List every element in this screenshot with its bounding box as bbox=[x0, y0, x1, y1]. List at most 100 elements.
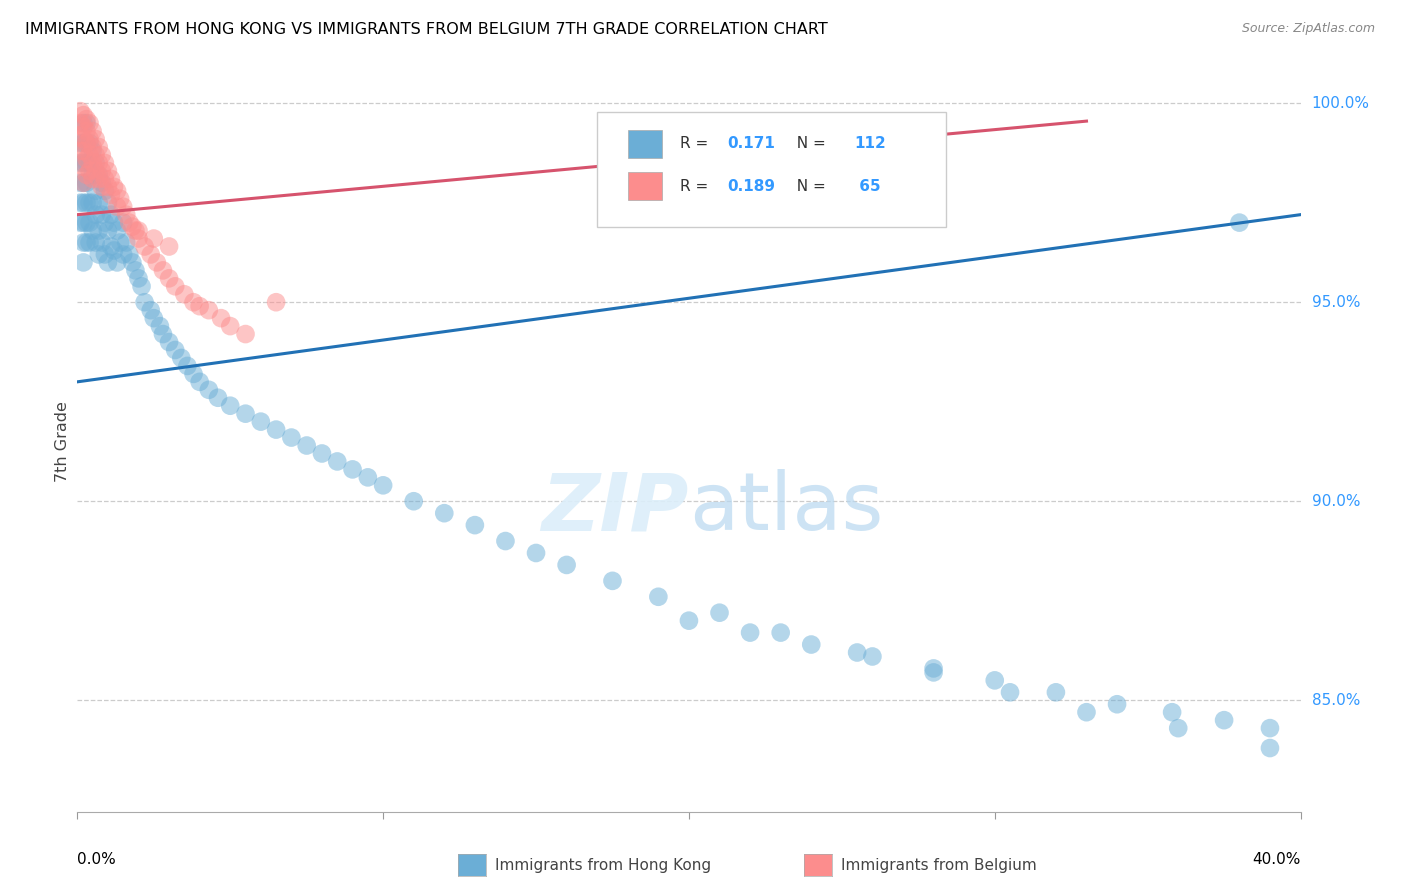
Point bbox=[76, 116, 98, 130]
Point bbox=[72, 195, 94, 210]
Point bbox=[402, 494, 425, 508]
Text: 0.189: 0.189 bbox=[727, 178, 775, 194]
Point bbox=[72, 132, 94, 146]
Point bbox=[79, 216, 101, 230]
Point bbox=[72, 216, 94, 230]
Point bbox=[97, 179, 120, 194]
Point bbox=[69, 176, 91, 190]
Point bbox=[82, 171, 104, 186]
Point bbox=[108, 192, 131, 206]
Point bbox=[72, 235, 94, 250]
Point bbox=[79, 156, 101, 170]
Text: 85.0%: 85.0% bbox=[1312, 693, 1360, 707]
Point bbox=[82, 195, 104, 210]
Point bbox=[165, 279, 187, 293]
Point bbox=[998, 685, 1021, 699]
Point bbox=[127, 223, 149, 237]
Point bbox=[1076, 705, 1098, 719]
Point bbox=[69, 116, 91, 130]
Y-axis label: 7th Grade: 7th Grade bbox=[55, 401, 70, 482]
Point bbox=[165, 343, 187, 357]
Point bbox=[76, 235, 98, 250]
Text: R =: R = bbox=[681, 136, 713, 152]
Point bbox=[709, 606, 731, 620]
Point bbox=[76, 156, 98, 170]
Point bbox=[76, 112, 98, 127]
Point bbox=[121, 219, 143, 234]
Point bbox=[183, 295, 205, 310]
Point bbox=[72, 116, 94, 130]
Point bbox=[188, 299, 211, 313]
Point bbox=[94, 171, 117, 186]
Text: 90.0%: 90.0% bbox=[1312, 494, 1360, 508]
Point bbox=[264, 423, 287, 437]
Point bbox=[79, 164, 101, 178]
Point bbox=[72, 136, 94, 150]
Point bbox=[76, 176, 98, 190]
Point bbox=[69, 144, 91, 158]
Point bbox=[740, 625, 762, 640]
Point bbox=[79, 132, 101, 146]
Point bbox=[84, 235, 107, 250]
Text: IMMIGRANTS FROM HONG KONG VS IMMIGRANTS FROM BELGIUM 7TH GRADE CORRELATION CHART: IMMIGRANTS FROM HONG KONG VS IMMIGRANTS … bbox=[25, 22, 828, 37]
Text: R =: R = bbox=[681, 178, 713, 194]
Point bbox=[72, 144, 94, 158]
Point bbox=[1107, 698, 1129, 712]
Point bbox=[115, 208, 138, 222]
Point bbox=[82, 140, 104, 154]
Point bbox=[555, 558, 578, 572]
Point bbox=[69, 104, 91, 119]
Point bbox=[76, 136, 98, 150]
Point bbox=[105, 200, 128, 214]
Point bbox=[103, 179, 125, 194]
Point bbox=[146, 255, 169, 269]
Point bbox=[176, 359, 198, 373]
Point bbox=[112, 247, 135, 261]
Point bbox=[326, 454, 349, 468]
Point bbox=[76, 136, 98, 150]
Text: 95.0%: 95.0% bbox=[1312, 294, 1360, 310]
Point bbox=[97, 195, 120, 210]
Point bbox=[922, 661, 945, 675]
Point bbox=[72, 156, 94, 170]
FancyBboxPatch shape bbox=[628, 172, 662, 200]
Point bbox=[769, 625, 792, 640]
Point bbox=[84, 156, 107, 170]
Point bbox=[108, 235, 131, 250]
Text: 0.0%: 0.0% bbox=[77, 853, 117, 867]
Point bbox=[115, 235, 138, 250]
Point bbox=[105, 184, 128, 198]
Point bbox=[149, 319, 172, 334]
Point bbox=[72, 176, 94, 190]
Point bbox=[118, 216, 141, 230]
Point bbox=[342, 462, 364, 476]
Point bbox=[100, 239, 122, 253]
Point bbox=[105, 223, 128, 237]
Point bbox=[105, 255, 128, 269]
FancyBboxPatch shape bbox=[628, 130, 662, 158]
Point bbox=[103, 244, 125, 258]
Point bbox=[311, 446, 333, 460]
Point bbox=[90, 179, 112, 194]
Point bbox=[103, 216, 125, 230]
Point bbox=[1045, 685, 1067, 699]
Point bbox=[87, 140, 110, 154]
Point bbox=[84, 208, 107, 222]
Point bbox=[1213, 713, 1236, 727]
Point bbox=[90, 164, 112, 178]
Point bbox=[183, 367, 205, 381]
Point bbox=[72, 120, 94, 134]
Point bbox=[76, 195, 98, 210]
Point bbox=[79, 136, 101, 150]
Point bbox=[76, 152, 98, 166]
Point bbox=[100, 171, 122, 186]
Point bbox=[198, 303, 221, 318]
Point bbox=[82, 124, 104, 138]
Point bbox=[79, 195, 101, 210]
Text: 100.0%: 100.0% bbox=[1312, 95, 1369, 111]
Text: 112: 112 bbox=[853, 136, 886, 152]
Point bbox=[207, 391, 229, 405]
Point bbox=[72, 108, 94, 122]
Text: atlas: atlas bbox=[689, 469, 883, 547]
Point bbox=[152, 263, 174, 277]
